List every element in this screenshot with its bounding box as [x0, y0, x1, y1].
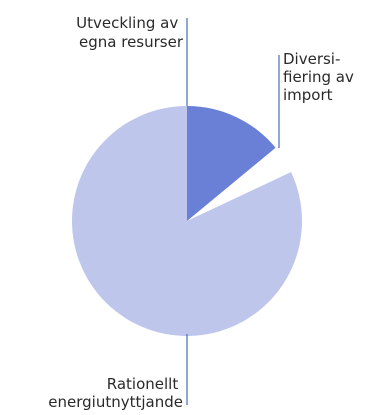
pie-slices	[71, 106, 302, 336]
slice-label-0-line-0: Utveckling av	[76, 14, 178, 32]
pie-slice-1	[195, 142, 300, 216]
slice-label-2-line-1: energiutnyttjande	[48, 393, 183, 411]
slice-label-1-line-1: fiering av	[283, 68, 354, 86]
slice-label-1: Diversi- fiering av import	[283, 50, 359, 104]
slice-label-1-line-2: import	[283, 86, 333, 104]
slice-label-2: Rationellt energiutnyttjande	[48, 375, 183, 411]
slice-label-1-line-0: Diversi-	[283, 50, 340, 68]
pie-slice-2	[71, 106, 302, 336]
pie-slice-0	[187, 106, 276, 221]
slice-label-2-line-0: Rationellt	[107, 375, 179, 393]
slice-label-0: Utveckling av egna resurser	[76, 14, 184, 51]
slice-label-0-line-1: egna resurser	[79, 33, 184, 51]
